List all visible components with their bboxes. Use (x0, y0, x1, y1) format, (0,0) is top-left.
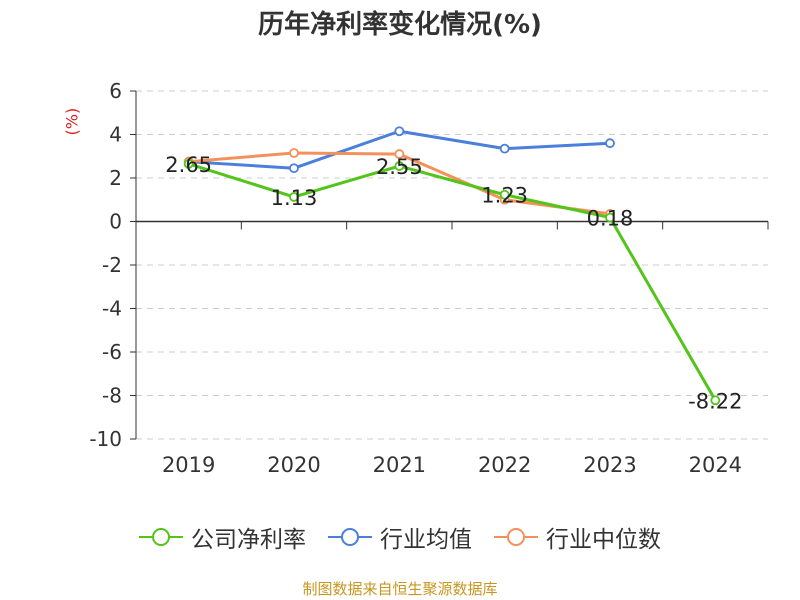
data-point (605, 138, 615, 149)
legend-label: 公司净利率 (191, 527, 306, 553)
data-label: 1.23 (481, 184, 528, 208)
legend-item-industry-mean[interactable]: 行业均值 (328, 520, 472, 554)
data-point (183, 158, 194, 169)
data-point (394, 126, 405, 137)
chart-title: 历年净利率变化情况(%) (258, 10, 542, 40)
y-tick-label: -4 (102, 297, 122, 321)
data-point (394, 161, 405, 171)
data-label: 1.13 (271, 186, 318, 210)
data-label: 2.65 (165, 153, 212, 177)
legend-item-industry-median[interactable]: 行业中位数 (494, 520, 661, 554)
data-label: 2.55 (376, 155, 423, 179)
x-tick-label: 2024 (689, 453, 742, 477)
data-label: -8.22 (688, 389, 742, 413)
legend-label: 行业中位数 (546, 527, 661, 553)
y-tick-label: 6 (109, 79, 122, 103)
x-tick-label: 2023 (583, 453, 636, 477)
legend-marker-icon (139, 527, 183, 547)
legend-marker-icon (494, 527, 538, 547)
y-tick-label: -10 (89, 427, 122, 451)
x-tick-label: 2022 (478, 453, 531, 477)
y-tick-label: 2 (109, 166, 122, 190)
y-tick-label: 0 (109, 210, 122, 234)
series-line (188, 162, 717, 402)
x-tick-label: 2021 (373, 453, 426, 477)
y-axis-label: (%) (62, 107, 82, 136)
x-tick-label: 2019 (162, 453, 215, 477)
source-note: 制图数据来自恒生聚源数据库 (302, 580, 498, 598)
data-point (499, 143, 510, 154)
y-tick-label: 4 (109, 123, 122, 147)
legend: 公司净利率 行业均值 行业中位数 (0, 520, 800, 554)
legend-label: 行业均值 (380, 527, 472, 553)
legend-marker-icon (328, 527, 372, 547)
y-tick-label: -8 (102, 384, 122, 408)
data-point (394, 149, 405, 159)
data-point (289, 163, 299, 174)
x-tick-label: 2020 (267, 453, 320, 477)
data-label: 0.18 (587, 207, 634, 231)
data-point (499, 189, 510, 200)
data-point (289, 192, 299, 202)
legend-item-company[interactable]: 公司净利率 (139, 520, 306, 554)
data-point (710, 395, 721, 406)
data-point (289, 148, 299, 158)
y-tick-label: -6 (102, 340, 122, 364)
y-tick-label: -2 (102, 253, 122, 277)
data-point (605, 212, 615, 223)
